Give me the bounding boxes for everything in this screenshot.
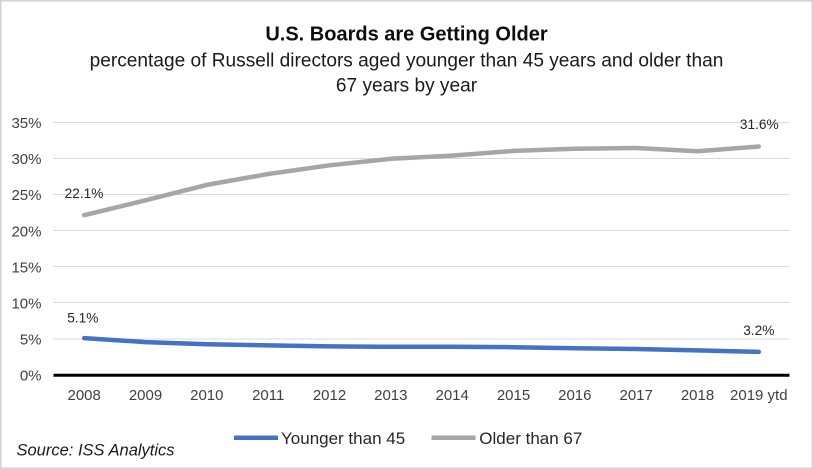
svg-text:U.S. Boards are Getting Older: U.S. Boards are Getting Older bbox=[265, 24, 548, 46]
svg-text:22.1%: 22.1% bbox=[65, 186, 104, 201]
svg-text:percentage of Russell director: percentage of Russell directors aged you… bbox=[90, 51, 724, 72]
svg-text:35%: 35% bbox=[11, 115, 41, 132]
svg-text:Older than 67: Older than 67 bbox=[479, 429, 582, 448]
svg-text:Younger than 45: Younger than 45 bbox=[281, 429, 405, 448]
svg-text:67 years by year: 67 years by year bbox=[336, 76, 478, 97]
svg-text:2011: 2011 bbox=[252, 387, 284, 404]
svg-text:5%: 5% bbox=[20, 332, 42, 349]
svg-text:2018: 2018 bbox=[681, 387, 714, 404]
svg-text:2019 ytd: 2019 ytd bbox=[730, 387, 788, 404]
svg-text:25%: 25% bbox=[11, 187, 41, 204]
svg-text:2008: 2008 bbox=[68, 387, 101, 404]
svg-text:2016: 2016 bbox=[558, 387, 591, 404]
svg-text:10%: 10% bbox=[11, 296, 41, 313]
svg-text:2013: 2013 bbox=[374, 387, 407, 404]
svg-text:3.2%: 3.2% bbox=[743, 323, 774, 338]
svg-text:2010: 2010 bbox=[190, 387, 223, 404]
svg-text:2009: 2009 bbox=[129, 387, 162, 404]
svg-text:2017: 2017 bbox=[620, 387, 653, 404]
svg-text:2014: 2014 bbox=[436, 387, 469, 404]
svg-text:0%: 0% bbox=[20, 367, 42, 384]
svg-text:15%: 15% bbox=[11, 260, 41, 277]
svg-text:31.6%: 31.6% bbox=[740, 117, 779, 132]
svg-text:5.1%: 5.1% bbox=[67, 310, 98, 325]
svg-text:Source: ISS Analytics: Source: ISS Analytics bbox=[17, 442, 175, 460]
svg-text:30%: 30% bbox=[11, 151, 41, 168]
svg-text:2015: 2015 bbox=[497, 387, 530, 404]
svg-text:2012: 2012 bbox=[313, 387, 346, 404]
svg-text:20%: 20% bbox=[11, 223, 41, 240]
